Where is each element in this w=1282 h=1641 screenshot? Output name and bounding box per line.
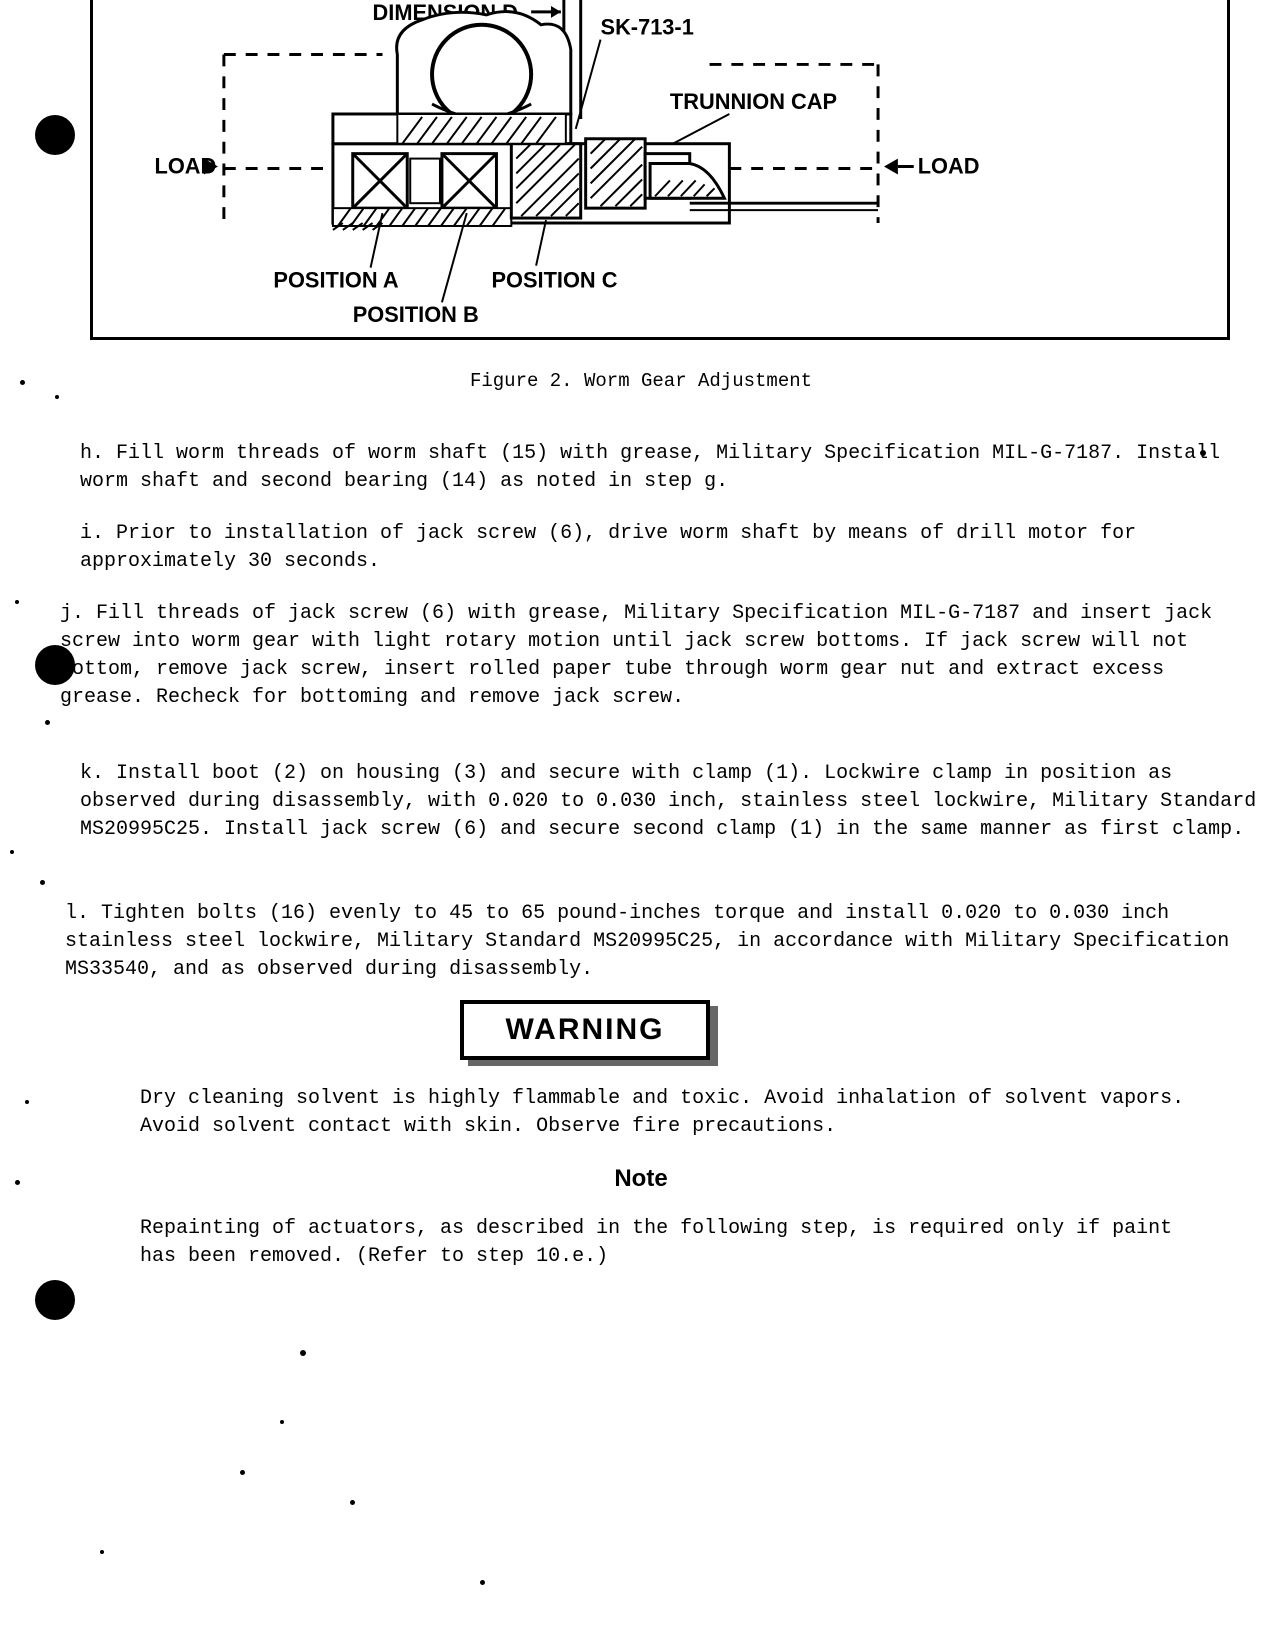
position-a-label: POSITION A	[273, 267, 398, 292]
hatch-left	[333, 208, 511, 226]
load-right-label: LOAD	[918, 153, 980, 178]
hatch-housing-upper	[397, 114, 566, 144]
speck	[25, 1100, 29, 1104]
position-b-label: POSITION B	[353, 302, 479, 327]
speck	[1200, 450, 1206, 456]
speck	[480, 1580, 485, 1585]
speck	[240, 1470, 245, 1475]
speck	[20, 380, 25, 385]
paragraph-i: i. Prior to installation of jack screw (…	[80, 520, 1230, 576]
note-paragraph: Repainting of actuators, as described in…	[140, 1215, 1180, 1271]
speck	[350, 1500, 355, 1505]
warning-heading: WARNING	[506, 1013, 665, 1047]
worm-gear-svg: DIMENSION D SK-713-1 TRUNNION CAP LOAD	[93, 0, 1227, 337]
speck	[40, 880, 45, 885]
paragraph-k: k. Install boot (2) on housing (3) and s…	[80, 760, 1260, 844]
note-heading: Note	[0, 1165, 1282, 1193]
hole-punch-icon	[35, 115, 75, 155]
figure-2-diagram: DIMENSION D SK-713-1 TRUNNION CAP LOAD	[90, 0, 1230, 340]
figure-caption: Figure 2. Worm Gear Adjustment	[0, 370, 1282, 392]
warning-paragraph: Dry cleaning solvent is highly flammable…	[140, 1085, 1230, 1141]
speck	[15, 1180, 20, 1185]
speck	[10, 850, 14, 854]
paragraph-j: j. Fill threads of jack screw (6) with g…	[60, 600, 1240, 712]
position-c-label: POSITION C	[492, 267, 618, 292]
speck	[45, 720, 50, 725]
paragraph-h: h. Fill worm threads of worm shaft (15) …	[80, 440, 1230, 496]
paragraph-l: l. Tighten bolts (16) evenly to 45 to 65…	[65, 900, 1265, 984]
sk-713-1-label: SK-713-1	[601, 15, 694, 40]
speck	[55, 395, 59, 399]
document-page: DIMENSION D SK-713-1 TRUNNION CAP LOAD	[0, 0, 1282, 1641]
speck	[100, 1550, 104, 1554]
trunnion-cap-label: TRUNNION CAP	[670, 89, 837, 114]
speck	[280, 1420, 284, 1424]
speck	[15, 600, 19, 604]
warning-box: WARNING	[460, 1000, 710, 1060]
speck	[300, 1350, 306, 1356]
hole-punch-icon	[35, 1280, 75, 1320]
